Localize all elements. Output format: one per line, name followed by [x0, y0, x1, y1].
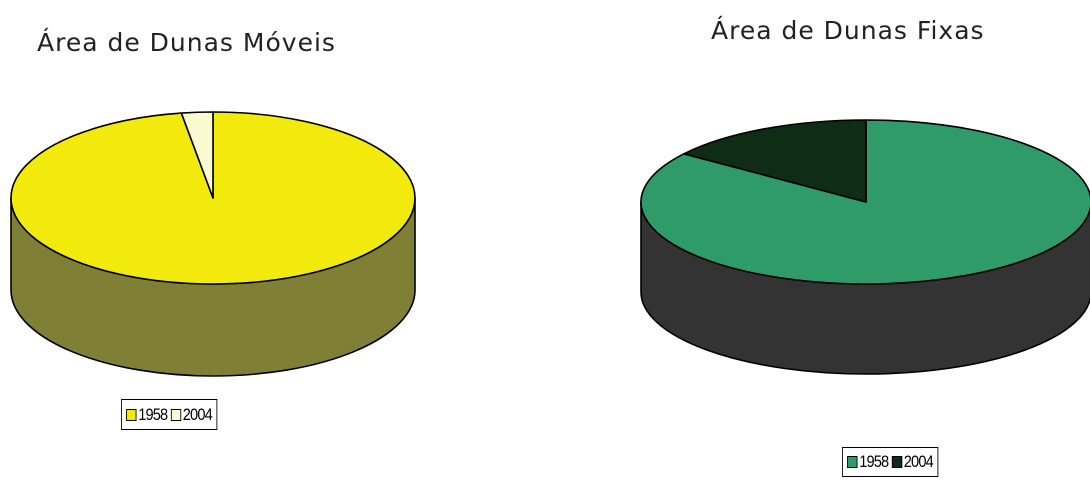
legend-swatch-2004: [891, 456, 903, 468]
legend-entry-2004: 2004: [170, 404, 213, 425]
legend-label-2004: 2004: [182, 404, 213, 424]
legend-label-1958: 1958: [138, 404, 168, 424]
pie-chart-dunas-moveis: [10, 111, 416, 377]
legend-swatch-2004: [170, 408, 182, 421]
legend-dunas-fixas: 1958 2004: [842, 447, 939, 477]
chart-title-dunas-moveis: Área de Dunas Móveis: [37, 28, 336, 57]
pie-slice-2004: [180, 111, 214, 199]
legend-swatch-1958: [847, 456, 858, 468]
chart-title-dunas-fixas: Área de Dunas Fixas: [711, 16, 985, 45]
legend-entry-1958: 1958: [126, 404, 168, 425]
pie-slice-2004: [683, 119, 867, 203]
legend-label-1958: 1958: [859, 452, 889, 471]
legend-entry-2004: 2004: [891, 452, 934, 472]
legend-swatch-1958: [126, 408, 137, 421]
legend-entry-1958: 1958: [847, 452, 889, 472]
legend-dunas-moveis: 1958 2004: [121, 399, 218, 430]
pie-chart-dunas-fixas: [640, 119, 1090, 375]
legend-label-2004: 2004: [903, 452, 934, 471]
